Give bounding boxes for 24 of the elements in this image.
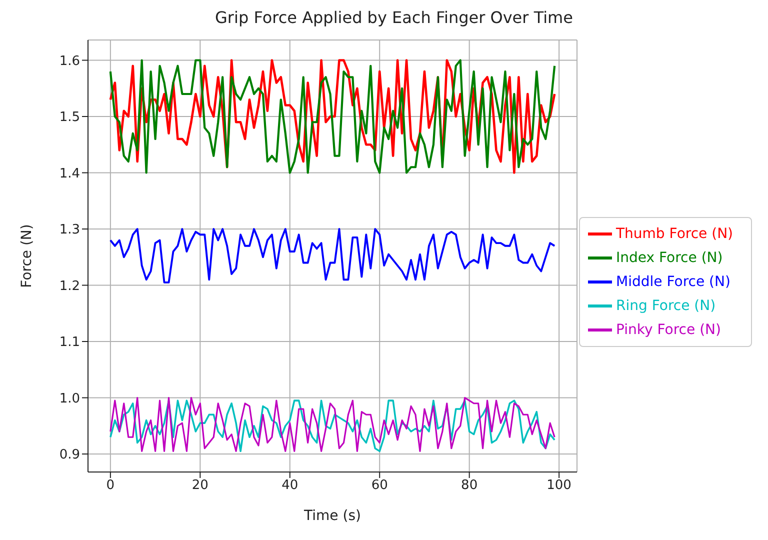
x-tick-label: 20 — [192, 478, 208, 494]
y-tick-label: 1.0 — [59, 391, 80, 406]
y-tick-label: 1.3 — [59, 222, 80, 238]
x-tick-label: 40 — [282, 478, 298, 494]
y-tick-label: 1.5 — [59, 110, 80, 126]
x-tick-label: 100 — [546, 478, 572, 494]
legend-label: Ring Force (N) — [616, 298, 716, 314]
x-tick-label: 80 — [461, 478, 478, 494]
y-axis-title: Force (N) — [18, 224, 35, 288]
chart-title: Grip Force Applied by Each Finger Over Time — [214, 8, 574, 29]
legend-label: Pinky Force (N) — [616, 322, 721, 338]
y-tick-label: 1.4 — [59, 166, 80, 182]
line-series — [109, 59, 556, 174]
legend-label: Middle Force (N) — [616, 274, 730, 290]
line-series — [109, 228, 556, 284]
y-tick-label: 1.1 — [59, 335, 80, 350]
y-tick-label: 1.6 — [59, 54, 80, 69]
x-tick-label: 60 — [371, 478, 388, 494]
legend-label: Thumb Force (N) — [616, 226, 733, 242]
legend-label: Index Force (N) — [616, 250, 723, 266]
y-tick-label: 1.2 — [59, 278, 80, 294]
y-tick-label: 0.9 — [59, 448, 80, 463]
x-axis-title: Time (s) — [303, 508, 361, 524]
x-tick-label: 0 — [106, 478, 115, 494]
